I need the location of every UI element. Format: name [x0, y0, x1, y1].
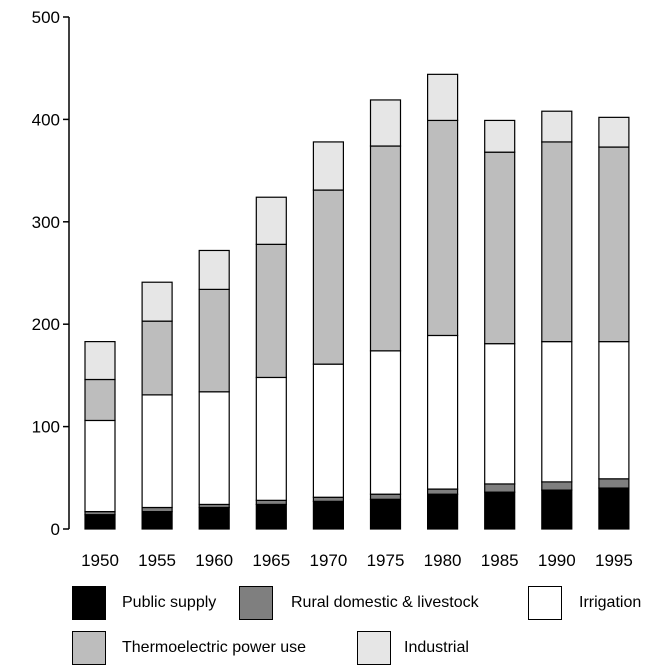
bar-segment [484, 119, 516, 153]
bar-segment [484, 483, 516, 493]
x-tick-label: 1965 [252, 551, 290, 570]
bar-segment [312, 189, 344, 365]
x-tick-label: 1985 [481, 551, 519, 570]
bar-segment [255, 499, 287, 506]
bar-segment [484, 343, 516, 485]
bar-segment [369, 145, 402, 352]
bar-segment [427, 73, 459, 122]
bar-segment [312, 363, 344, 498]
bar-segment [198, 391, 230, 506]
bar-segment [84, 514, 116, 530]
bar-segment [541, 110, 573, 143]
bar-segment [541, 481, 573, 491]
bar-segment [427, 493, 459, 530]
bar-segment [84, 341, 116, 381]
x-tick-label: 1980 [424, 551, 462, 570]
bar-segment [141, 394, 173, 509]
bar-segment [141, 320, 173, 396]
bar-segment [541, 141, 573, 343]
bar-segment [369, 498, 402, 530]
bar-segment [312, 496, 344, 502]
bar-segment [141, 281, 173, 322]
x-tick-label: 1975 [367, 551, 405, 570]
bar-segment [427, 119, 459, 337]
bar-segment [141, 510, 173, 530]
bar-segment [84, 419, 116, 513]
bar-segment [541, 489, 573, 530]
x-tick-label: 1990 [538, 551, 576, 570]
y-tick-label: 500 [32, 8, 60, 27]
bar-segment [598, 341, 630, 480]
x-tick-label: 1970 [309, 551, 347, 570]
bar-segment [598, 478, 630, 489]
bar-segment [255, 243, 287, 379]
bar-segment [484, 151, 516, 345]
bar-segment [198, 249, 230, 290]
bar-segment [255, 196, 287, 245]
bar-segment [198, 506, 230, 530]
bar-segment [427, 334, 459, 490]
bar-segment [598, 487, 630, 530]
x-tick-label: 1960 [195, 551, 233, 570]
bar-segment [198, 288, 230, 393]
bar-segment [369, 99, 402, 147]
bar-segment [369, 350, 402, 495]
y-tick-label: 100 [32, 418, 60, 437]
y-tick-label: 0 [51, 520, 60, 539]
bar-segment [369, 493, 402, 500]
bar-segment [484, 491, 516, 530]
bar-segment [141, 506, 173, 513]
x-tick-label: 1950 [81, 551, 119, 570]
bar-segment [255, 376, 287, 501]
bar-segment [312, 141, 344, 191]
bar-segment [312, 500, 344, 530]
bar-segment [541, 341, 573, 483]
bar-segment [255, 503, 287, 530]
bar-segment [598, 116, 630, 148]
x-tick-label: 1955 [138, 551, 176, 570]
bar-segment [427, 488, 459, 495]
bar-segment [84, 378, 116, 422]
y-tick-label: 400 [32, 110, 60, 129]
bar-segment [598, 146, 630, 343]
y-tick-label: 200 [32, 315, 60, 334]
y-tick-label: 300 [32, 213, 60, 232]
x-tick-label: 1995 [595, 551, 633, 570]
